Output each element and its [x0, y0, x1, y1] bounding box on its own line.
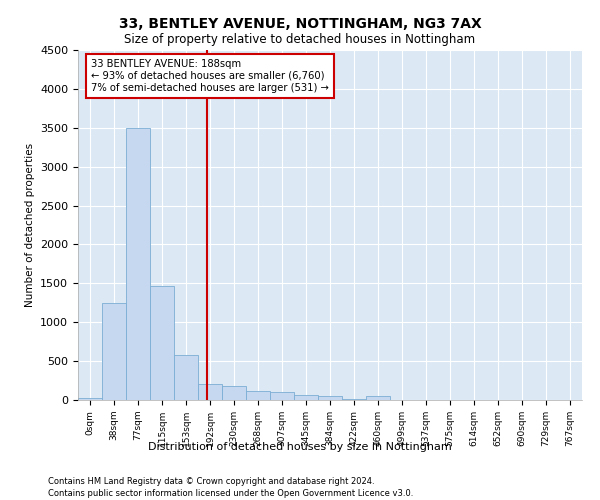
Y-axis label: Number of detached properties: Number of detached properties	[25, 143, 35, 307]
Text: Size of property relative to detached houses in Nottingham: Size of property relative to detached ho…	[124, 32, 476, 46]
Bar	[294, 395, 318, 400]
Bar	[102, 303, 126, 400]
Bar	[366, 396, 390, 400]
Bar	[198, 384, 222, 400]
Bar	[270, 392, 294, 400]
Text: 33, BENTLEY AVENUE, NOTTINGHAM, NG3 7AX: 33, BENTLEY AVENUE, NOTTINGHAM, NG3 7AX	[119, 18, 481, 32]
Text: 33 BENTLEY AVENUE: 188sqm
← 93% of detached houses are smaller (6,760)
7% of sem: 33 BENTLEY AVENUE: 188sqm ← 93% of detac…	[91, 60, 329, 92]
Text: Distribution of detached houses by size in Nottingham: Distribution of detached houses by size …	[148, 442, 452, 452]
Bar	[318, 396, 342, 400]
Text: Contains HM Land Registry data © Crown copyright and database right 2024.: Contains HM Land Registry data © Crown c…	[48, 478, 374, 486]
Text: Contains public sector information licensed under the Open Government Licence v3: Contains public sector information licen…	[48, 489, 413, 498]
Bar	[222, 386, 246, 400]
Bar	[78, 398, 102, 400]
Bar	[342, 399, 366, 400]
Bar	[246, 391, 270, 400]
Bar	[150, 286, 174, 400]
Bar	[126, 128, 150, 400]
Bar	[174, 355, 198, 400]
